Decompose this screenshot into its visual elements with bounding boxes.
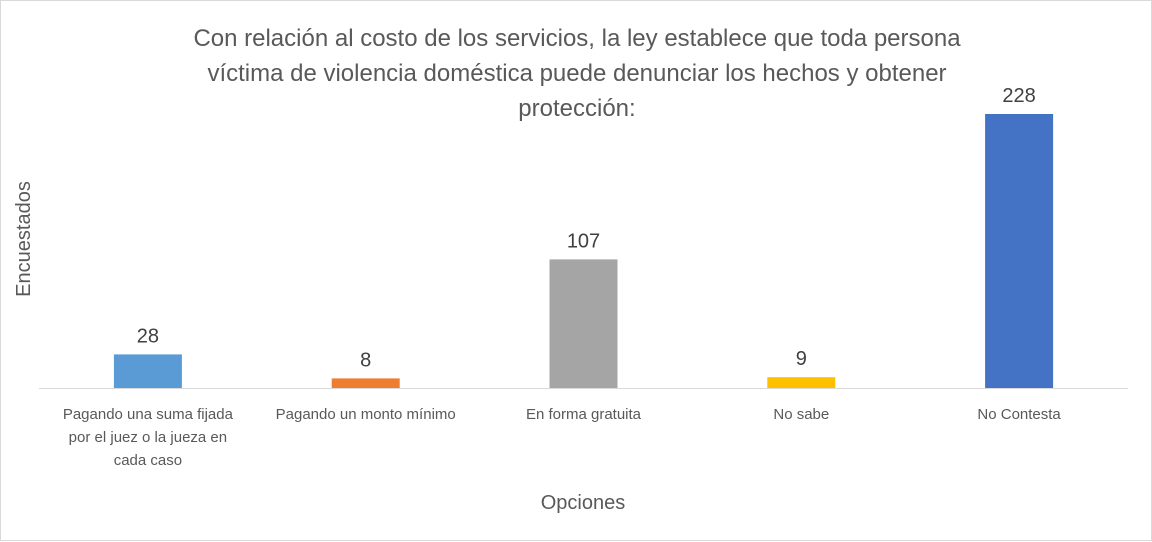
y-axis-title: Encuestados	[13, 181, 35, 297]
bar-2	[331, 378, 400, 388]
bar-1	[113, 354, 182, 388]
data-labels: 28 8 107 9 228	[137, 85, 1036, 371]
bar-4	[767, 377, 836, 388]
category-label-5-line-1: No Contesta	[977, 406, 1061, 423]
x-axis-title: Opciones	[541, 492, 626, 514]
data-label-3: 107	[567, 230, 600, 252]
chart-title-line-1: Con relación al costo de los servicios, …	[193, 25, 961, 52]
category-labels: Pagando una suma fijada por el juez o la …	[63, 406, 1062, 469]
category-label-1-line-2: por el juez o la jueza en	[69, 429, 227, 446]
chart-title-line-2: víctima de violencia doméstica puede den…	[207, 60, 946, 87]
category-label-3-line-1: En forma gratuita	[526, 406, 642, 423]
data-label-4: 9	[796, 348, 807, 370]
chart-title: Con relación al costo de los servicios, …	[193, 25, 961, 122]
data-label-1: 28	[137, 325, 159, 347]
category-label-1-line-3: cada caso	[114, 452, 182, 469]
bar-3	[549, 259, 618, 388]
category-label-2-line-1: Pagando un monto mínimo	[276, 406, 456, 423]
category-label-1-line-1: Pagando una suma fijada	[63, 406, 234, 423]
data-label-2: 8	[360, 349, 371, 371]
bar-series	[113, 114, 1054, 388]
data-label-5: 228	[1002, 85, 1035, 107]
category-label-4-line-1: No sabe	[773, 406, 829, 423]
chart-title-line-3: protección:	[518, 95, 635, 122]
bar-5	[985, 114, 1054, 388]
